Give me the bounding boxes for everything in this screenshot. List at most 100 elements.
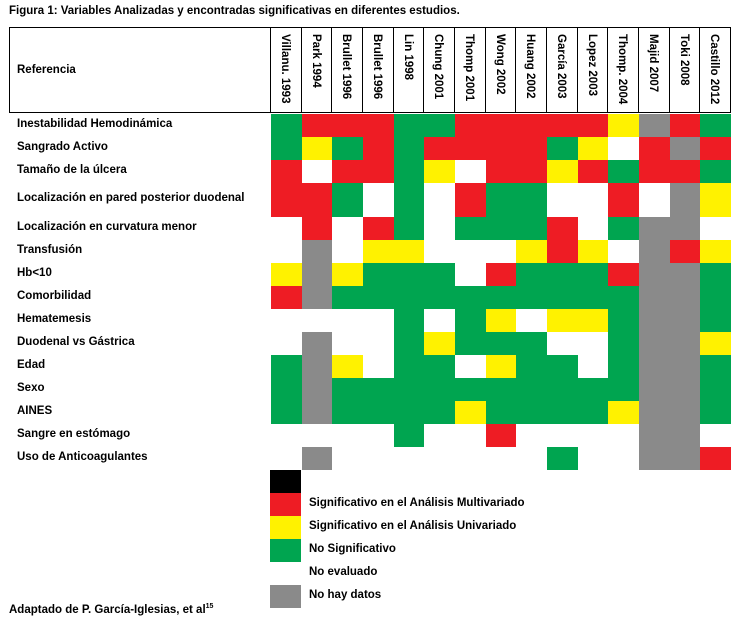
matrix-cell xyxy=(670,160,700,183)
matrix-cell xyxy=(486,332,516,355)
matrix-cell xyxy=(700,183,731,217)
matrix-cell xyxy=(394,183,424,217)
matrix-cell xyxy=(639,137,670,160)
matrix-cell xyxy=(271,309,302,332)
matrix-cell xyxy=(670,355,700,378)
row-label: Uso de Anticoagulantes xyxy=(17,451,148,463)
matrix-cell xyxy=(271,447,302,470)
matrix-cell xyxy=(271,240,302,263)
matrix-cell xyxy=(608,378,639,401)
matrix-cell xyxy=(516,160,547,183)
matrix-cell xyxy=(486,183,516,217)
matrix-cell xyxy=(302,160,332,183)
matrix-cell xyxy=(547,355,578,378)
matrix-cell xyxy=(302,447,332,470)
matrix-cell xyxy=(271,378,302,401)
matrix-cell xyxy=(670,401,700,424)
matrix-cell xyxy=(302,424,332,447)
matrix-cell xyxy=(363,183,394,217)
matrix-cell xyxy=(271,137,302,160)
matrix-cell xyxy=(578,401,608,424)
matrix-cell xyxy=(639,424,670,447)
matrix-cell xyxy=(332,447,363,470)
matrix-cell xyxy=(608,217,639,240)
matrix-cell xyxy=(608,332,639,355)
matrix-cell xyxy=(363,309,394,332)
matrix-cell xyxy=(578,424,608,447)
column-separator xyxy=(699,27,700,113)
column-separator xyxy=(546,27,547,113)
matrix-cell xyxy=(394,160,424,183)
matrix-cell xyxy=(394,217,424,240)
matrix-cell xyxy=(547,263,578,286)
matrix-cell xyxy=(363,137,394,160)
matrix-cell xyxy=(394,114,424,137)
matrix-cell xyxy=(578,309,608,332)
row-label: Localización en pared posterior duodenal xyxy=(17,192,245,204)
matrix-cell xyxy=(639,286,670,309)
column-header: Thomp. 2004 xyxy=(616,34,628,105)
matrix-cell xyxy=(700,114,731,137)
column-separator xyxy=(515,27,516,113)
matrix-cell xyxy=(394,424,424,447)
matrix-cell xyxy=(639,378,670,401)
matrix-cell xyxy=(363,263,394,286)
matrix-cell xyxy=(363,332,394,355)
matrix-cell xyxy=(424,137,455,160)
column-separator xyxy=(638,27,639,113)
matrix-cell xyxy=(608,263,639,286)
matrix-cell xyxy=(486,401,516,424)
matrix-cell xyxy=(547,183,578,217)
matrix-cell xyxy=(670,183,700,217)
matrix-cell xyxy=(394,355,424,378)
matrix-cell xyxy=(516,137,547,160)
matrix-cell xyxy=(547,286,578,309)
matrix-cell xyxy=(332,309,363,332)
matrix-cell xyxy=(700,217,731,240)
matrix-cell xyxy=(516,424,547,447)
column-separator xyxy=(423,27,424,113)
column-separator xyxy=(577,27,578,113)
matrix-cell xyxy=(302,240,332,263)
row-label: Sexo xyxy=(17,382,45,394)
matrix-cell xyxy=(578,114,608,137)
matrix-cell xyxy=(516,217,547,240)
legend-label: No hay datos xyxy=(309,589,382,601)
matrix-cell xyxy=(424,309,455,332)
matrix-cell xyxy=(670,332,700,355)
matrix-cell xyxy=(547,137,578,160)
header-row xyxy=(9,27,731,113)
matrix-cell xyxy=(363,286,394,309)
matrix-cell xyxy=(455,263,486,286)
matrix-cell xyxy=(424,183,455,217)
matrix-cell xyxy=(455,240,486,263)
matrix-cell xyxy=(639,355,670,378)
matrix-cell xyxy=(700,447,731,470)
matrix-cell xyxy=(424,286,455,309)
matrix-cell xyxy=(394,240,424,263)
source-ref: 15 xyxy=(205,603,214,610)
matrix-cell xyxy=(394,447,424,470)
matrix-cell xyxy=(424,355,455,378)
column-separator xyxy=(393,27,394,113)
matrix-cell xyxy=(363,114,394,137)
legend-label: Significativo en el Análisis Multivariad… xyxy=(309,497,525,509)
legend-swatch xyxy=(270,516,301,539)
matrix-cell xyxy=(363,447,394,470)
column-header: Brullet 1996 xyxy=(371,34,383,100)
matrix-cell xyxy=(547,424,578,447)
matrix-cell xyxy=(700,332,731,355)
column-header: Majid 2007 xyxy=(647,34,659,93)
matrix-cell xyxy=(486,309,516,332)
matrix-cell xyxy=(670,447,700,470)
matrix-cell xyxy=(516,447,547,470)
matrix-cell xyxy=(424,263,455,286)
matrix-cell xyxy=(547,160,578,183)
matrix-cell xyxy=(670,424,700,447)
row-label: Localización en curvatura menor xyxy=(17,221,197,233)
matrix-cell xyxy=(302,286,332,309)
matrix-cell xyxy=(455,401,486,424)
matrix-cell xyxy=(394,263,424,286)
matrix-cell xyxy=(394,378,424,401)
matrix-cell xyxy=(455,160,486,183)
